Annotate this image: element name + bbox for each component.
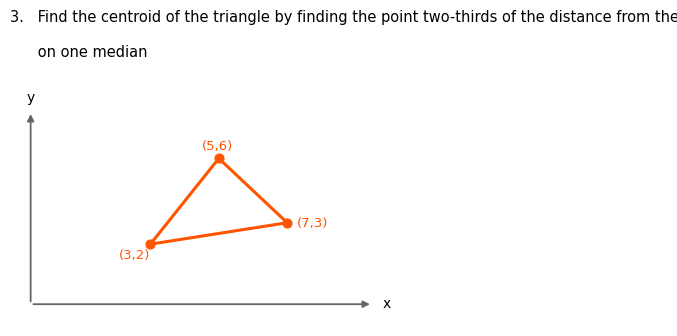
Text: 3.   Find the centroid of the triangle by finding the point two-thirds of the di: 3. Find the centroid of the triangle by … [10, 10, 677, 25]
Text: (3,2): (3,2) [119, 249, 151, 262]
Point [145, 242, 156, 247]
Text: on one median: on one median [10, 45, 148, 60]
Point [282, 220, 292, 225]
Point [213, 156, 224, 161]
Text: (5,6): (5,6) [202, 140, 233, 153]
Text: x: x [383, 297, 391, 311]
Text: y: y [26, 91, 35, 105]
Text: (7,3): (7,3) [297, 217, 328, 230]
